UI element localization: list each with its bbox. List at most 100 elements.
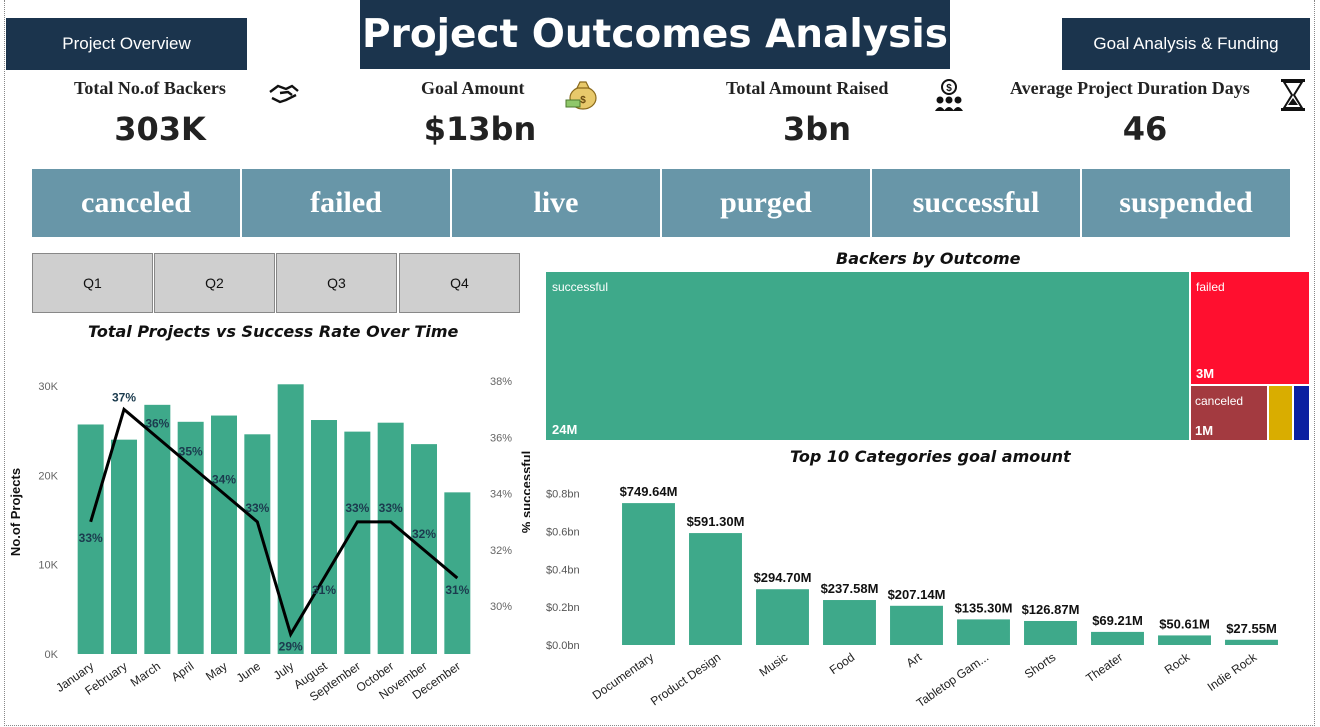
category-bar	[622, 503, 675, 645]
quarter-button-q1[interactable]: Q1	[32, 253, 153, 313]
y-axis-title: No.of Projects	[8, 468, 23, 556]
kpi-value: 303K	[114, 110, 206, 148]
treemap-tile-label: successful	[552, 280, 608, 294]
x-tick-label: March	[128, 659, 163, 690]
category-bar	[1225, 639, 1278, 645]
combo-chart-title: Total Projects vs Success Rate Over Time	[88, 322, 459, 341]
bar-data-label: $294.70M	[754, 570, 812, 585]
y2-tick-label: 30%	[490, 601, 512, 613]
svg-text:$: $	[946, 83, 952, 94]
y-tick-label: 10K	[38, 560, 58, 572]
kpi-value: $13bn	[423, 110, 537, 148]
kpi-value: 46	[1122, 110, 1168, 148]
rate-data-label: 33%	[345, 501, 369, 515]
treemap-tile-label: canceled	[1195, 394, 1243, 408]
category-chart-title: Top 10 Categories goal amount	[790, 447, 1071, 466]
bar-data-label: $207.14M	[888, 587, 946, 602]
projects-bar	[344, 431, 371, 654]
y2-tick-label: 38%	[490, 376, 512, 388]
kpi-label: Goal Amount	[421, 78, 525, 98]
quarter-button-q3[interactable]: Q3	[276, 253, 397, 313]
rate-data-label: 31%	[312, 583, 336, 597]
treemap-title: Backers by Outcome	[836, 249, 1021, 268]
y-tick-label: $0.6bn	[546, 526, 580, 538]
goal-analysis-funding-button[interactable]: Goal Analysis & Funding	[1062, 18, 1310, 70]
slicer-item-failed[interactable]: failed	[242, 169, 452, 237]
treemap-tile-small	[1269, 386, 1292, 440]
category-bar	[957, 619, 1010, 645]
y2-tick-label: 34%	[490, 489, 512, 501]
x-tick-label: April	[169, 659, 197, 684]
hourglass-icon	[1280, 78, 1306, 117]
x-tick-label: June	[234, 659, 264, 686]
projects-bar	[244, 434, 271, 654]
success-rate-line	[89, 406, 459, 639]
page-title: Project Outcomes Analysis	[360, 0, 950, 69]
category-bar	[756, 589, 809, 645]
rate-data-label: 35%	[179, 445, 203, 459]
backers-treemap: successful 24M failed 3M canceled 1M	[546, 272, 1309, 440]
treemap-tile-value: 3M	[1196, 366, 1214, 381]
treemap-tile-label: failed	[1196, 280, 1225, 294]
bar-data-label: $50.61M	[1159, 616, 1210, 631]
y2-tick-label: 32%	[490, 545, 512, 557]
y-tick-label: $0.2bn	[546, 602, 580, 614]
slicer-item-suspended[interactable]: suspended	[1082, 169, 1290, 237]
projects-bar	[277, 384, 304, 654]
slicer-item-live[interactable]: live	[452, 169, 662, 237]
bar-data-label: $27.55M	[1226, 621, 1277, 636]
slicer-item-canceled[interactable]: canceled	[32, 169, 242, 237]
category-bar	[689, 533, 742, 645]
projects-vs-success-chart: 0K 10K 20K 30K 30% 32% 34% 36% 38% No.of Projects…	[8, 376, 530, 704]
treemap-tile-value: 24M	[552, 422, 577, 437]
slicer-item-successful[interactable]: successful	[872, 169, 1082, 237]
treemap-tile-canceled	[1191, 386, 1267, 440]
x-tick-label: Food	[827, 650, 857, 677]
x-tick-label: Tabletop Gam...	[914, 650, 991, 710]
kpi-label: Total Amount Raised	[726, 78, 889, 98]
x-tick-label: May	[203, 659, 230, 683]
slicer-item-purged[interactable]: purged	[662, 169, 872, 237]
projects-bar	[77, 424, 104, 654]
treemap-tile-small	[1294, 386, 1309, 440]
quarter-button-q2[interactable]: Q2	[154, 253, 275, 313]
kpi-value: 3bn	[783, 110, 851, 148]
projects-bar	[311, 420, 337, 654]
category-bar	[823, 600, 876, 645]
y-tick-label: 0K	[45, 649, 59, 661]
x-tick-label: Rock	[1162, 649, 1193, 677]
svg-text:$: $	[580, 95, 586, 106]
bar-data-label: $749.64M	[620, 484, 678, 499]
outcome-slicer: canceled failed live purged successful s…	[32, 169, 1290, 237]
category-bar	[890, 605, 943, 645]
category-bar	[1024, 620, 1077, 645]
treemap-tile-successful	[546, 272, 1189, 440]
projects-bar	[144, 404, 171, 654]
rate-data-label: 29%	[279, 639, 303, 653]
category-bar	[1091, 631, 1144, 645]
rate-data-label: 33%	[379, 501, 403, 515]
y2-axis-title: % successful	[519, 451, 530, 533]
project-overview-button[interactable]: Project Overview	[6, 18, 247, 70]
rate-data-label: 33%	[79, 531, 103, 545]
bar-data-label: $591.30M	[687, 514, 745, 529]
rate-data-label: 34%	[212, 473, 236, 487]
treemap-tile-failed	[1191, 272, 1309, 384]
handshake-icon	[268, 80, 300, 113]
kpi-label: Average Project Duration Days	[1010, 78, 1250, 98]
x-tick-label: Theater	[1083, 650, 1125, 685]
rate-data-label: 33%	[245, 501, 269, 515]
rate-data-label: 37%	[112, 390, 136, 404]
projects-bar	[177, 421, 204, 654]
quarter-button-q4[interactable]: Q4	[399, 253, 520, 313]
y2-tick-label: 36%	[490, 432, 512, 444]
bar-data-label: $237.58M	[821, 581, 879, 596]
x-tick-label: Documentary	[590, 650, 656, 702]
kpi-label: Total No.of Backers	[74, 78, 226, 98]
rate-data-label: 31%	[445, 583, 469, 597]
y-tick-label: $0.0bn	[546, 640, 580, 652]
y-tick-label: 20K	[38, 470, 58, 482]
y-tick-label: $0.4bn	[546, 564, 580, 576]
x-tick-label: Indie Rock	[1205, 649, 1260, 694]
investors-icon: $	[933, 78, 965, 119]
